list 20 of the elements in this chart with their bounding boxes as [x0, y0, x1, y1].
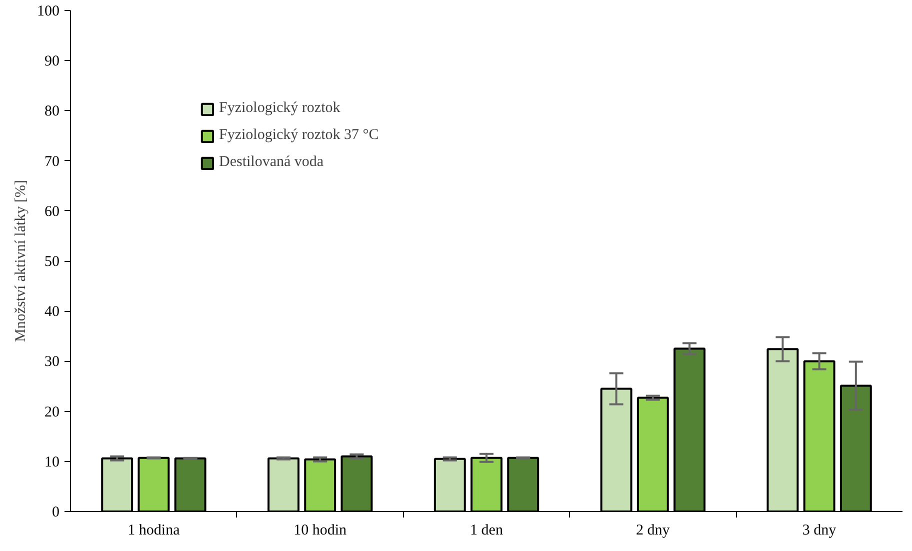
- legend-label: Fyziologický roztok 37 °C: [219, 127, 379, 144]
- y-tick-label: 30: [44, 354, 60, 370]
- x-tick-label: 1 den: [470, 522, 504, 538]
- legend-label: Destilovaná voda: [219, 154, 324, 171]
- x-tick-label: 2 dny: [636, 522, 670, 538]
- y-tick-label: 100: [37, 4, 60, 20]
- legend-label: Fyziologický roztok: [219, 100, 340, 117]
- y-tick-label: 90: [44, 54, 60, 70]
- y-tick-label: 80: [44, 104, 60, 120]
- y-tick-label: 40: [44, 304, 60, 320]
- y-tick-label: 20: [44, 404, 60, 420]
- x-tick-label: 3 dny: [802, 522, 837, 538]
- x-tick-label: 10 hodin: [294, 522, 348, 538]
- y-tick-label: 70: [44, 154, 60, 170]
- y-tick-label: 0: [52, 504, 60, 520]
- y-tick-label: 10: [44, 454, 60, 470]
- x-tick-label: 1 hodina: [128, 522, 180, 538]
- y-tick-label: 50: [44, 254, 60, 270]
- y-axis-title: Množství aktivní látky [%]: [13, 180, 29, 342]
- y-tick-label: 60: [44, 204, 60, 220]
